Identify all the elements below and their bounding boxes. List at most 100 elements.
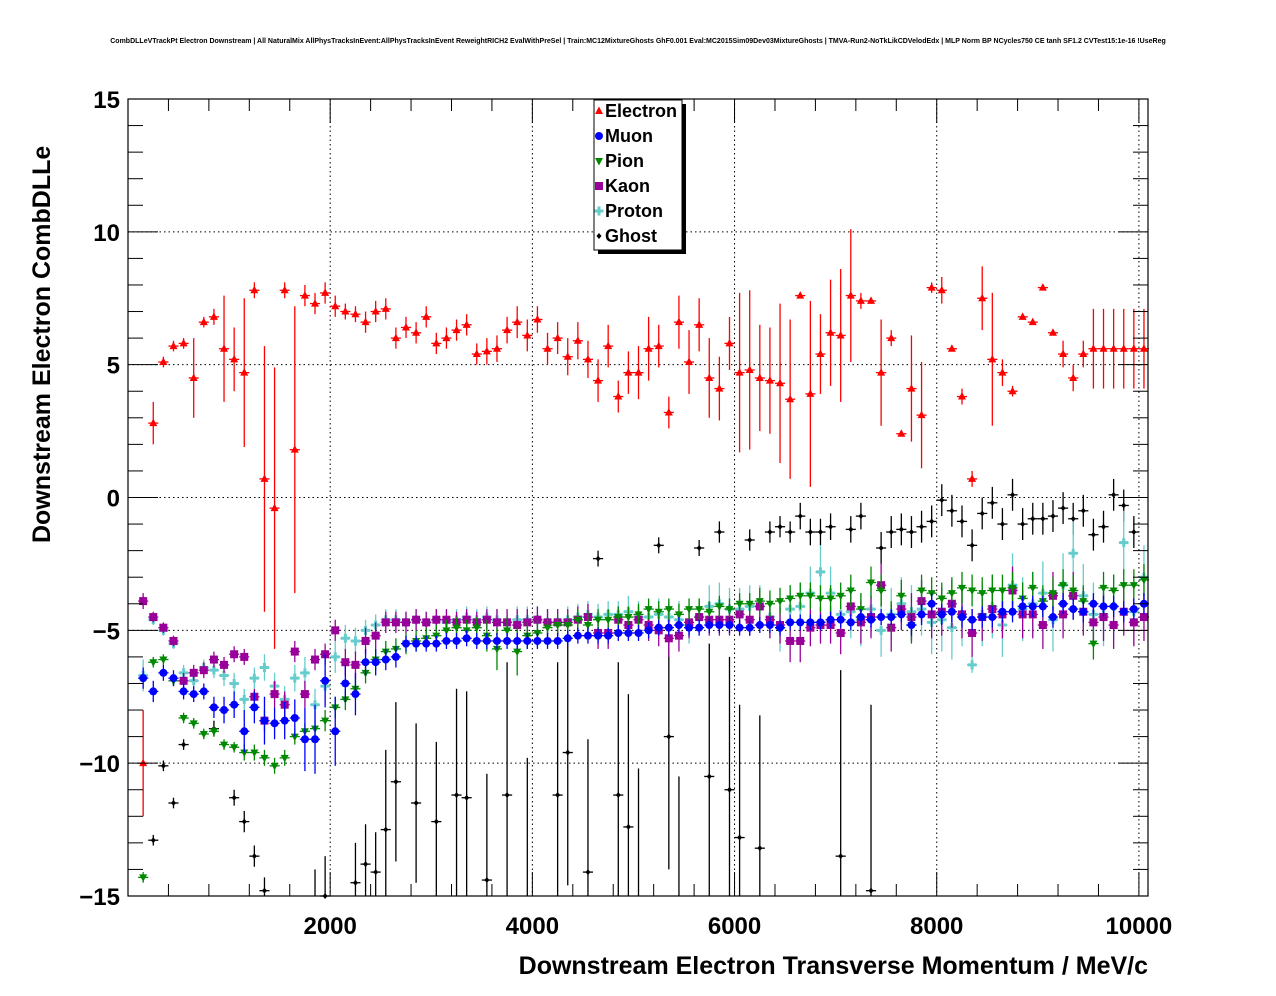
legend-label-muon: Muon <box>605 126 653 146</box>
y-tick-label: −10 <box>79 751 120 778</box>
data-point <box>442 627 451 635</box>
data-point <box>1070 515 1076 522</box>
data-point <box>351 690 360 699</box>
data-point <box>169 341 178 350</box>
data-point <box>422 312 431 320</box>
data-point <box>533 315 542 323</box>
data-point <box>300 735 309 744</box>
data-point <box>846 291 855 299</box>
data-point <box>654 608 663 617</box>
legend-label-electron: Electron <box>605 101 677 121</box>
data-point <box>715 603 724 611</box>
data-point <box>1020 521 1026 528</box>
data-point <box>767 529 773 536</box>
legend-box <box>593 99 683 251</box>
legend-marker-muon <box>595 132 603 140</box>
data-point <box>836 592 845 601</box>
data-point <box>674 317 683 326</box>
data-point <box>735 368 744 376</box>
data-point <box>139 674 148 683</box>
data-point <box>401 322 410 331</box>
data-point <box>978 293 987 302</box>
data-point <box>1089 344 1098 352</box>
data-point <box>179 338 188 347</box>
x-tick-label: 4000 <box>506 913 559 940</box>
data-point <box>270 690 279 699</box>
data-point <box>745 623 754 632</box>
data-point <box>888 529 894 536</box>
data-point <box>250 749 259 758</box>
data-point <box>270 762 279 771</box>
data-point <box>573 631 582 640</box>
data-point <box>1060 505 1066 512</box>
x-tick-label: 6000 <box>708 913 761 940</box>
data-point <box>300 668 310 678</box>
chart-title: CombDLLeVTrackPt Electron Downstream | A… <box>110 38 1166 45</box>
legend-marker-electron <box>595 106 603 114</box>
data-point <box>1040 515 1046 522</box>
data-point <box>615 792 621 799</box>
data-point <box>907 621 916 630</box>
data-point <box>1119 607 1128 616</box>
data-point <box>260 754 269 763</box>
data-point <box>867 579 876 588</box>
data-point <box>765 376 774 384</box>
data-point <box>856 613 865 622</box>
data-point <box>1050 513 1056 520</box>
data-point <box>947 607 956 616</box>
data-point <box>361 317 370 326</box>
data-point <box>482 346 491 355</box>
data-point <box>755 621 764 630</box>
data-point <box>1038 602 1047 611</box>
data-point <box>796 592 805 601</box>
data-point <box>725 338 734 347</box>
legend: Electron Muon Pion Kaon Proton Ghost <box>593 99 686 254</box>
data-point <box>1139 344 1148 352</box>
data-point <box>897 592 906 601</box>
data-point <box>1139 576 1148 585</box>
data-point <box>877 613 886 622</box>
data-point <box>816 349 825 358</box>
data-point <box>1018 312 1027 320</box>
data-point <box>978 590 987 598</box>
data-point <box>695 623 704 632</box>
data-point <box>231 794 237 801</box>
data-point <box>897 610 906 619</box>
data-point <box>492 618 501 627</box>
data-point <box>361 636 370 645</box>
data-point <box>968 587 977 595</box>
data-point <box>209 665 219 675</box>
data-point <box>280 285 289 294</box>
data-point <box>199 730 208 739</box>
data-point <box>331 626 340 635</box>
data-point <box>705 373 714 381</box>
data-point <box>1030 515 1036 522</box>
data-point <box>139 758 148 767</box>
data-point <box>1089 618 1098 627</box>
data-point <box>331 301 340 310</box>
data-point <box>929 518 935 525</box>
data-point <box>644 606 653 614</box>
legend-label-proton: Proton <box>605 201 663 221</box>
data-point <box>828 523 834 530</box>
data-point <box>1099 584 1108 593</box>
x-tick-label: 8000 <box>910 913 963 940</box>
data-point <box>290 733 299 742</box>
data-point <box>614 392 623 400</box>
data-point <box>199 666 208 675</box>
data-point <box>371 658 380 667</box>
data-point <box>815 567 825 577</box>
data-point <box>1008 584 1017 593</box>
data-point <box>543 624 552 633</box>
data-point <box>311 735 320 744</box>
data-point <box>371 307 380 315</box>
data-point <box>765 621 774 630</box>
data-point <box>807 529 813 536</box>
data-point <box>371 631 380 640</box>
data-point <box>181 741 187 748</box>
data-point <box>383 826 389 833</box>
data-point <box>1109 587 1118 595</box>
data-point <box>583 622 592 630</box>
data-point <box>250 703 259 712</box>
data-point <box>1099 602 1108 611</box>
